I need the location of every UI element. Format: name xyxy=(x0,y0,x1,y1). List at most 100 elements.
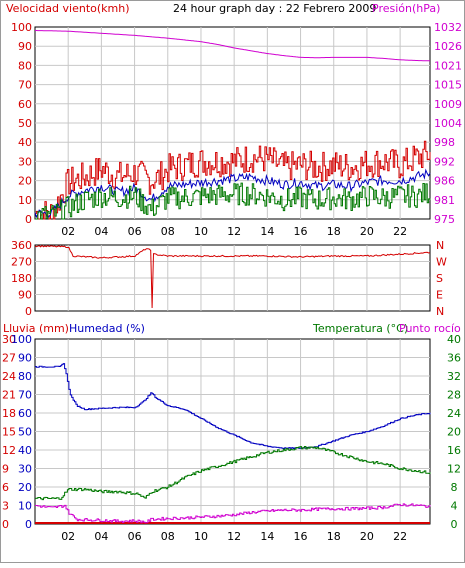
pressure-tick-label: 1032 xyxy=(434,21,462,34)
rain-tick-label: 3 xyxy=(2,500,9,513)
wind-speed-tick-label: 70 xyxy=(18,79,32,92)
x-tick-label: 12 xyxy=(227,225,241,238)
wind-speed-tick-label: 0 xyxy=(25,213,32,226)
x-tick-label: 16 xyxy=(294,530,308,543)
temperature-tick-label: 4 xyxy=(451,500,458,513)
x-tick-label: 18 xyxy=(327,225,341,238)
x-tick-label: 08 xyxy=(161,530,175,543)
rain-tick-label: 27 xyxy=(2,352,16,365)
wind-speed-tick-label: 50 xyxy=(18,117,32,130)
humidity-tick-label: 10 xyxy=(18,500,32,513)
humidity-tick-label: 60 xyxy=(18,407,32,420)
x-tick-label: 04 xyxy=(94,225,108,238)
pressure-tick-label: 981 xyxy=(434,194,455,207)
temperature-tick-label: 32 xyxy=(447,370,461,383)
temperature-tick-label: 16 xyxy=(447,444,461,457)
humidity-tick-label: 50 xyxy=(18,426,32,439)
rain-tick-label: 0 xyxy=(2,518,9,531)
wind-direction-line xyxy=(34,244,431,309)
wind-speed-axis-title: Velocidad viento(kmh) xyxy=(6,2,130,15)
climate-panel-series-magenta-line xyxy=(35,503,431,524)
wind-panel-series-magenta-line xyxy=(35,30,431,62)
x-tick-label: 18 xyxy=(327,530,341,543)
rain-tick-label: 12 xyxy=(2,444,16,457)
dewpoint-axis-title: Punto rocío xyxy=(399,322,461,335)
compass-tick-label: N xyxy=(436,239,444,252)
temperature-tick-label: 12 xyxy=(447,463,461,476)
pressure-tick-label: 1021 xyxy=(434,59,462,72)
wind-panel-series-green-line xyxy=(35,182,431,220)
wind-speed-tick-label: 10 xyxy=(18,194,32,207)
x-tick-label: 22 xyxy=(393,530,407,543)
pressure-tick-label: 998 xyxy=(434,136,455,149)
direction-tick-label: 90 xyxy=(18,289,32,302)
x-tick-label: 08 xyxy=(161,225,175,238)
temperature-tick-label: 24 xyxy=(447,407,461,420)
temperature-axis-title: Temperatura (°C) xyxy=(312,322,408,335)
temperature-tick-label: 40 xyxy=(447,333,461,346)
wind-speed-tick-label: 90 xyxy=(18,40,32,53)
rain-tick-label: 6 xyxy=(2,481,9,494)
pressure-tick-label: 1015 xyxy=(434,79,462,92)
x-tick-label: 06 xyxy=(128,225,142,238)
wind-speed-tick-label: 100 xyxy=(11,21,32,34)
x-tick-label: 02 xyxy=(61,225,75,238)
temperature-tick-label: 36 xyxy=(447,352,461,365)
x-tick-label: 16 xyxy=(294,225,308,238)
compass-tick-label: E xyxy=(436,289,443,302)
wind-speed-tick-label: 20 xyxy=(18,175,32,188)
pressure-tick-label: 1004 xyxy=(434,117,462,130)
humidity-tick-label: 90 xyxy=(18,352,32,365)
climate-panel-series-green-line xyxy=(35,446,431,501)
temperature-tick-label: 28 xyxy=(447,389,461,402)
chart-title: 24 hour graph day : 22 Febrero 2009 xyxy=(173,2,376,15)
compass-tick-label: S xyxy=(436,272,443,285)
wind-speed-tick-label: 30 xyxy=(18,155,32,168)
rain-tick-label: 18 xyxy=(2,407,16,420)
rain-tick-label: 21 xyxy=(2,389,16,402)
temperature-tick-label: 0 xyxy=(451,518,458,531)
humidity-tick-label: 100 xyxy=(11,333,32,346)
humidity-tick-label: 20 xyxy=(18,481,32,494)
humidity-tick-label: 0 xyxy=(25,518,32,531)
humidity-axis-title: Humedad (%) xyxy=(69,322,145,335)
pressure-axis-title: Presión(hPa) xyxy=(372,2,440,15)
wind-panel-series-blue-line xyxy=(34,168,431,219)
compass-tick-label: W xyxy=(436,256,447,269)
x-tick-label: 02 xyxy=(61,530,75,543)
direction-tick-label: 270 xyxy=(11,256,32,269)
x-tick-label: 06 xyxy=(128,530,142,543)
wind-speed-tick-label: 60 xyxy=(18,98,32,111)
rain-tick-label: 30 xyxy=(2,333,16,346)
x-tick-label: 22 xyxy=(393,225,407,238)
wind-panel-series-red-line xyxy=(35,140,431,220)
pressure-tick-label: 1026 xyxy=(434,40,462,53)
rain-tick-label: 15 xyxy=(2,426,16,439)
wind-speed-tick-label: 80 xyxy=(18,59,32,72)
rain-tick-label: 9 xyxy=(2,463,9,476)
rain-axis-title: Lluvia (mm) xyxy=(3,322,69,335)
humidity-tick-label: 70 xyxy=(18,389,32,402)
temperature-tick-label: 8 xyxy=(451,481,458,494)
humidity-tick-label: 80 xyxy=(18,370,32,383)
temperature-tick-label: 20 xyxy=(447,426,461,439)
pressure-tick-label: 1009 xyxy=(434,98,462,111)
x-tick-label: 10 xyxy=(194,225,208,238)
pressure-tick-label: 975 xyxy=(434,213,455,226)
humidity-tick-label: 40 xyxy=(18,444,32,457)
direction-tick-label: 0 xyxy=(25,305,32,318)
humidity-tick-label: 30 xyxy=(18,463,32,476)
direction-tick-label: 360 xyxy=(11,239,32,252)
x-tick-label: 10 xyxy=(194,530,208,543)
x-tick-label: 20 xyxy=(360,530,374,543)
x-tick-label: 20 xyxy=(360,225,374,238)
x-tick-label: 14 xyxy=(260,225,274,238)
pressure-tick-label: 986 xyxy=(434,175,455,188)
rain-tick-label: 24 xyxy=(2,370,16,383)
x-tick-label: 04 xyxy=(94,530,108,543)
compass-tick-label: N xyxy=(436,305,444,318)
climate-panel-series-blue-line xyxy=(35,363,431,450)
pressure-tick-label: 992 xyxy=(434,155,455,168)
